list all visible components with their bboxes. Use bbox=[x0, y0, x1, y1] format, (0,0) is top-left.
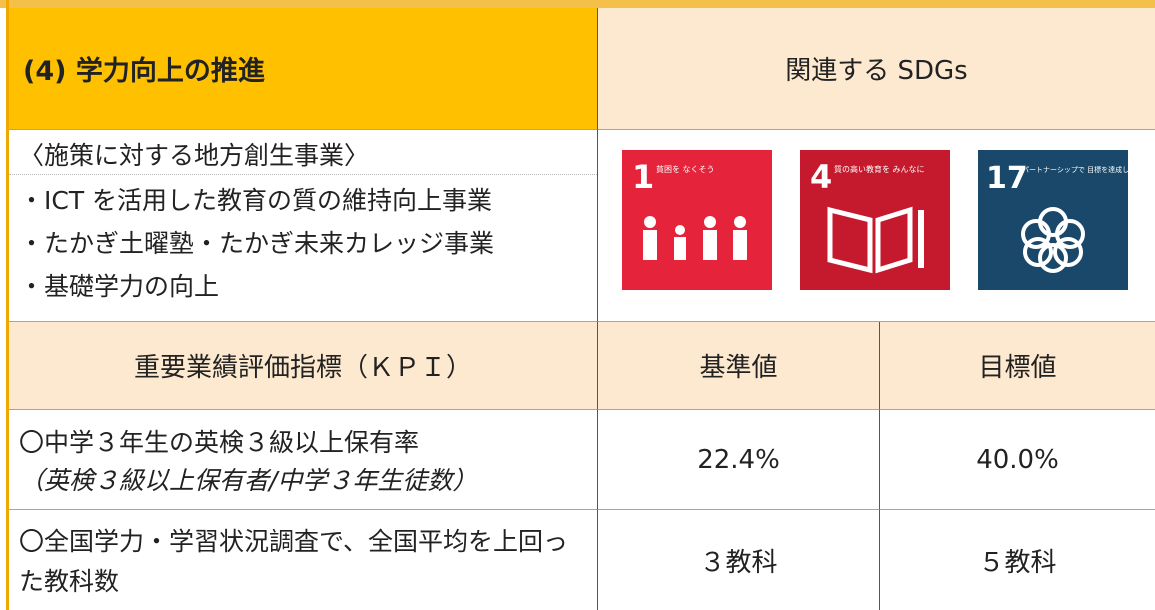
kpi-indicator: 〇中学３年生の英検３級以上保有率 （英検３級以上保有者/中学３年生徒数） bbox=[9, 410, 598, 510]
kpi-header: 目標値 bbox=[880, 322, 1155, 410]
kpi-header: 基準値 bbox=[598, 322, 880, 410]
left-border bbox=[6, 0, 9, 610]
sdg-number: 4 bbox=[810, 158, 832, 196]
indicator-note: （英検３級以上保有者/中学３年生徒数） bbox=[19, 466, 478, 495]
measures-heading: 〈施策に対する地方創生事業〉 bbox=[9, 138, 597, 175]
sdg-number: 1 bbox=[632, 158, 654, 196]
sdg-label: 貧困を なくそう bbox=[656, 164, 715, 174]
kpi-indicator: 〇全国学力・学習状況調査で、全国平均を上回った教科数 bbox=[9, 510, 598, 610]
measure-item: ・たかぎ土曜塾・たかぎ未来カレッジ事業 bbox=[19, 229, 495, 258]
sdg-label: パートナーシップで 目標を達成しよう bbox=[1022, 165, 1128, 174]
sdg-icon: 4 質の高い教育を みんなに bbox=[800, 150, 950, 290]
indicator-text: 〇中学３年生の英検３級以上保有率 bbox=[19, 428, 420, 457]
baseline: ３教科 bbox=[598, 510, 880, 610]
measure-item: ・基礎学力の向上 bbox=[19, 272, 220, 301]
sdg-heading: 関連する SDGs bbox=[598, 8, 1155, 130]
sdg-label: 質の高い教育を みんなに bbox=[834, 164, 925, 174]
target: ５教科 bbox=[978, 547, 1057, 578]
kpi-header: 重要業績評価指標（ＫＰＩ） bbox=[9, 322, 598, 410]
baseline: 22.4% bbox=[598, 410, 880, 510]
target: 40.0% bbox=[880, 410, 1155, 510]
sdg-number: 17 bbox=[986, 161, 1028, 196]
section-title: (4) 学力向上の推進 bbox=[9, 8, 598, 130]
measure-item: ・ICT を活用した教育の質の維持向上事業 bbox=[19, 186, 493, 215]
sdg-cell: 1 貧困を なくそう 4 質の高い教育を みんなに 17 パートナーシップで 目… bbox=[598, 130, 1155, 322]
top-border bbox=[0, 0, 1155, 8]
sdg-icon: 17 パートナーシップで 目標を達成しよう bbox=[978, 150, 1128, 290]
measures: 〈施策に対する地方創生事業〉 ・ICT を活用した教育の質の維持向上事業 ・たか… bbox=[9, 130, 598, 322]
sdg-icon: 1 貧困を なくそう bbox=[622, 150, 772, 290]
